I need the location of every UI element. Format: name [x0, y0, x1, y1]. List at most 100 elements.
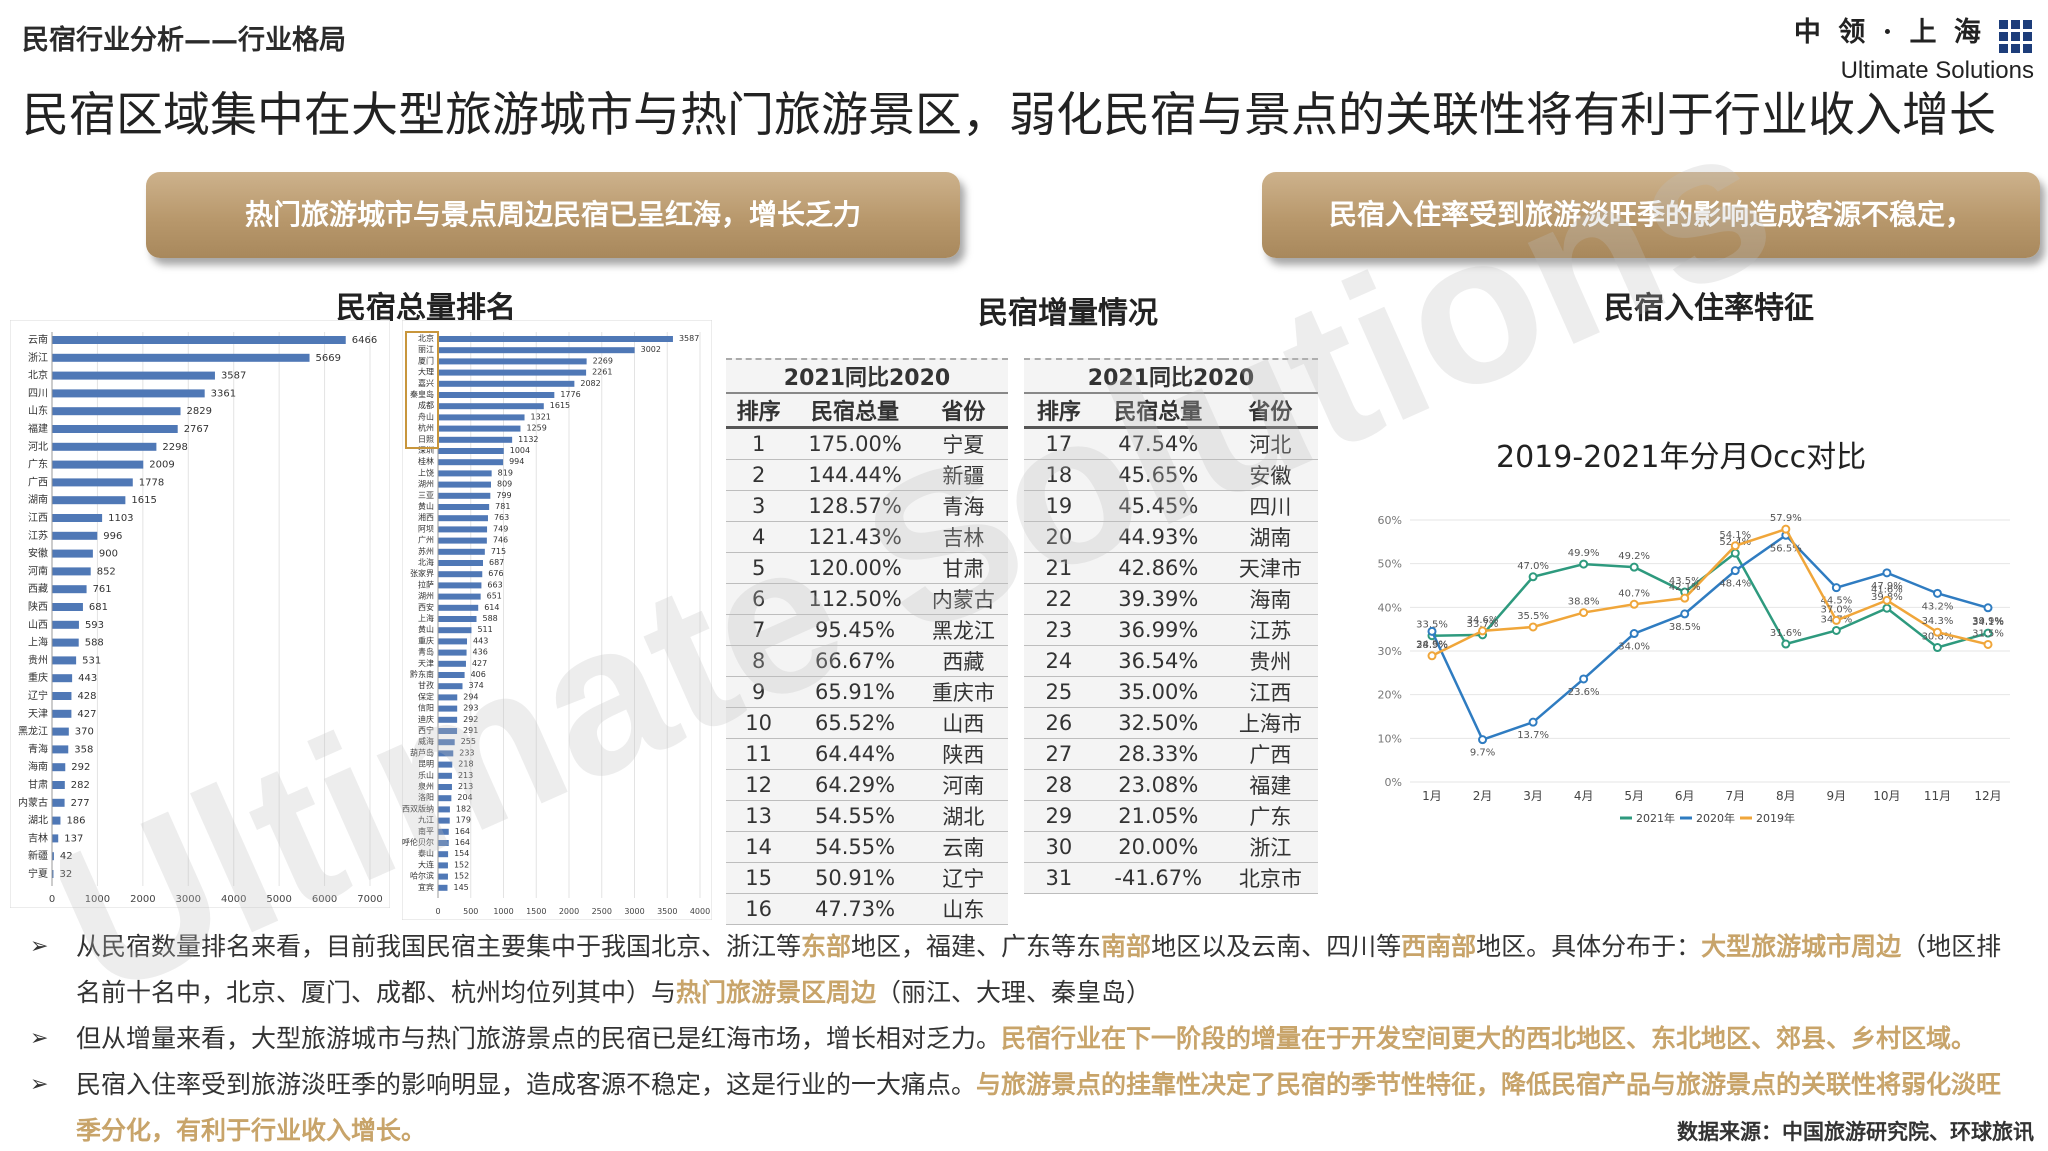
- data-point: [1478, 626, 1488, 636]
- value-label: 427: [472, 659, 487, 668]
- data-label: 44.5%: [1820, 596, 1852, 607]
- category-label: 甘孜: [418, 680, 434, 690]
- category-label: 乐山: [418, 770, 434, 780]
- bar: [52, 656, 77, 665]
- total-cell: 44.93%: [1093, 521, 1223, 553]
- bar: [438, 862, 448, 869]
- table-row: 4 121.43% 吉林: [726, 521, 1008, 553]
- bullet-text: （丽江、大理、秦皇岛）: [876, 978, 1152, 1007]
- data-label: 31.6%: [1770, 628, 1802, 639]
- rank-cell: 21: [1024, 552, 1094, 584]
- province-cell: 宁夏: [918, 427, 1008, 460]
- bar: [52, 425, 178, 433]
- bar: [438, 750, 454, 757]
- x-tick-label: 3000: [176, 894, 201, 905]
- value-label: 651: [487, 592, 502, 601]
- data-point: [1932, 643, 1942, 653]
- value-label: 531: [82, 655, 101, 666]
- x-tick-label: 3月: [1523, 789, 1543, 803]
- value-label: 1778: [139, 477, 164, 488]
- province-cell: 广东: [1222, 800, 1318, 832]
- col-rank: 排序: [726, 393, 792, 429]
- bar: [438, 672, 465, 678]
- legend-label: 2019年: [1756, 811, 1795, 825]
- category-label: 三亚: [418, 491, 434, 500]
- bar: [438, 582, 482, 589]
- x-tick-label: 1000: [85, 894, 110, 905]
- x-tick-label: 10月: [1873, 789, 1900, 803]
- x-tick-label: 4月: [1574, 789, 1594, 803]
- data-point: [1932, 627, 1942, 637]
- total-cell: 45.45%: [1093, 490, 1223, 522]
- highlight-text: 南部: [1101, 932, 1152, 961]
- data-label: 47.9%: [1871, 581, 1903, 592]
- x-tick-label: 7000: [357, 894, 382, 905]
- data-label: 47.0%: [1517, 561, 1549, 572]
- table-row: 13 54.55% 湖北: [726, 800, 1008, 832]
- total-cell: 45.65%: [1093, 459, 1223, 491]
- category-label: 北京: [418, 333, 434, 343]
- value-label: 443: [473, 636, 488, 645]
- value-label: 1132: [518, 435, 538, 444]
- category-label: 桂林: [418, 456, 434, 466]
- category-label: 信阳: [418, 703, 434, 713]
- value-label: 3002: [641, 345, 661, 354]
- category-label: 呼伦贝尔: [402, 837, 434, 847]
- bar: [438, 851, 449, 858]
- bar: [438, 515, 488, 522]
- bar: [438, 571, 483, 578]
- value-label: 137: [64, 833, 83, 844]
- data-label: 48.4%: [1719, 579, 1751, 590]
- value-label: 3587: [679, 334, 699, 343]
- table-row: 22 39.39% 海南: [1024, 583, 1318, 615]
- bar: [438, 436, 513, 443]
- bar: [438, 548, 485, 555]
- category-label: 深圳: [418, 445, 434, 455]
- total-cell: 20.00%: [1093, 831, 1223, 863]
- occupancy-line-chart: 0% 10% 20% 30% 40% 50% 60% 1月 2月 3月 4月 5月 6月 7月 8月 9月 10…: [1378, 513, 2010, 825]
- value-label: 2261: [592, 368, 612, 377]
- data-label: 57.9%: [1770, 513, 1802, 524]
- category-label: 湖州: [418, 592, 434, 601]
- increment-table-right: 2021同比2020 排序 民宿总量 省份 17 47.54% 河北 18 45.65%…: [1024, 358, 1318, 894]
- bar: [52, 781, 65, 789]
- category-label: 嘉兴: [418, 378, 434, 388]
- total-cell: 54.55%: [791, 800, 919, 832]
- bullet-item: ➢ 从民宿数量排名来看，目前我国民宿主要集中于我国北京、浙江等东部地区，福建、广东…: [26, 924, 2026, 1016]
- province-cell: 山东: [918, 893, 1008, 925]
- x-tick-label: 0: [49, 894, 55, 905]
- province-cell: 福建: [1222, 769, 1318, 801]
- bar: [52, 798, 65, 807]
- table-row: 30 20.00% 浙江: [1024, 831, 1318, 863]
- bar: [438, 705, 458, 712]
- category-label: 张家界: [410, 568, 434, 578]
- rank-cell: 14: [726, 831, 792, 863]
- value-label: 588: [85, 638, 104, 649]
- rank-cell: 9: [726, 676, 792, 708]
- bar: [52, 585, 87, 594]
- value-label: 213: [458, 771, 473, 780]
- data-label: 43.5%: [1669, 576, 1701, 587]
- category-label: 浙江: [28, 352, 48, 364]
- bar: [438, 828, 449, 835]
- value-label: 819: [498, 468, 513, 477]
- table-row: 14 54.55% 云南: [726, 831, 1008, 863]
- data-point: [1781, 639, 1791, 649]
- category-label: 广西: [28, 476, 48, 488]
- data-point: [1730, 541, 1740, 551]
- data-label: 49.9%: [1568, 548, 1600, 559]
- bar: [52, 549, 93, 558]
- total-cell: 32.50%: [1093, 707, 1223, 739]
- category-label: 河南: [28, 564, 48, 577]
- value-label: 663: [487, 580, 502, 589]
- category-label: 江苏: [28, 529, 48, 542]
- value-label: 213: [458, 782, 473, 791]
- table-title: 2021同比2020: [726, 358, 1008, 394]
- rank-cell: 4: [726, 521, 792, 553]
- value-label: 277: [71, 798, 90, 809]
- bar: [52, 336, 346, 344]
- province-cell: 湖北: [918, 800, 1008, 832]
- rank-cell: 2: [726, 459, 792, 491]
- category-label: 福建: [28, 422, 48, 435]
- category-label: 宁夏: [28, 867, 48, 880]
